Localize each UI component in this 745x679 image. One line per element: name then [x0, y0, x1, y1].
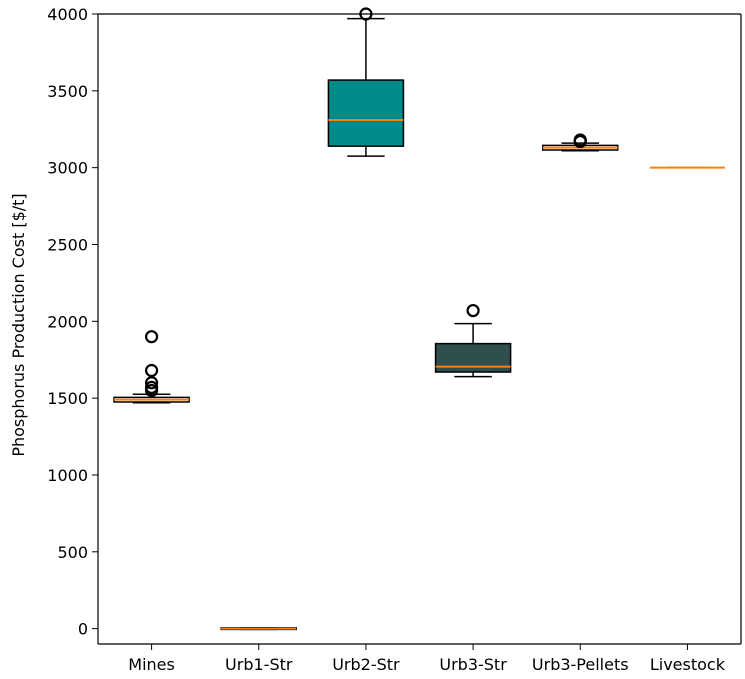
- x-tick-label: Urb2-Str: [332, 655, 400, 674]
- x-tick-label: Urb1-Str: [225, 655, 293, 674]
- outlier-point: [359, 7, 373, 21]
- outlier-point: [573, 133, 587, 147]
- y-axis-title: Phosphorus Production Cost [$/t]: [9, 193, 28, 456]
- y-tick-label: 2500: [47, 235, 88, 254]
- box-body: [434, 342, 512, 373]
- plot-area: [97, 13, 742, 645]
- box-urb3-pellets: [541, 133, 619, 152]
- box-series: [113, 7, 725, 631]
- x-tick-label: Urb3-Str: [439, 655, 507, 674]
- x-tick-label: Mines: [128, 655, 175, 674]
- outlier-point: [144, 380, 159, 394]
- y-axis: 0 500 1000 1500 2000 2500 3000 3500 4000: [47, 5, 98, 639]
- outlier-point: [144, 363, 159, 378]
- y-tick-label: 3500: [47, 82, 88, 101]
- outlier-point: [144, 330, 159, 344]
- x-tick-label: Urb3-Pellets: [532, 655, 629, 674]
- y-tick-label: 1500: [47, 389, 88, 408]
- y-tick-label: 3000: [47, 159, 88, 178]
- box-mines: [113, 330, 190, 404]
- y-tick-label: 1000: [47, 466, 88, 485]
- y-tick-label: 0: [78, 620, 88, 639]
- box-body: [327, 79, 405, 147]
- y-tick-label: 500: [57, 543, 88, 562]
- y-tick-label: 2000: [47, 312, 88, 331]
- box-urb3-str: [434, 303, 512, 378]
- x-tick-label: Livestock: [650, 655, 726, 674]
- outlier-point: [144, 376, 159, 390]
- y-tick-label: 4000: [47, 5, 88, 24]
- x-axis: Mines Urb1-Str Urb2-Str Urb3-Str Urb3-Pellet…: [128, 644, 726, 674]
- outlier-point: [466, 303, 480, 318]
- box-urb1-str: [220, 627, 298, 631]
- box-urb2-str: [327, 7, 405, 157]
